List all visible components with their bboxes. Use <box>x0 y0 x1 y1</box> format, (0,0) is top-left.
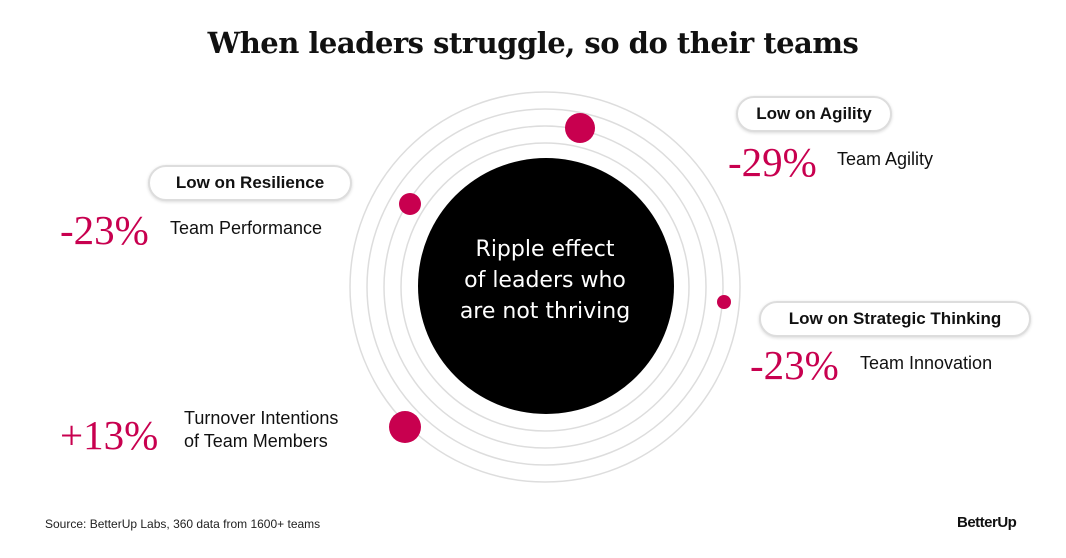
label-team-performance: Team Performance <box>170 218 323 238</box>
label-line: of Team Members <box>184 431 328 451</box>
pill-strategic-thinking: Low on Strategic Thinking <box>759 301 1031 337</box>
dot-turnover <box>389 411 421 443</box>
value-team-agility: -29% <box>728 139 817 185</box>
pill-resilience: Low on Resilience <box>148 165 352 201</box>
center-line: Ripple effect <box>475 237 615 262</box>
page-title: When leaders struggle, so do their teams <box>207 26 859 60</box>
label-turnover: Turnover Intentions of Team Members <box>184 407 338 453</box>
dot-resilience <box>399 193 421 215</box>
dot-agility <box>565 113 595 143</box>
pill-agility: Low on Agility <box>736 96 892 132</box>
value-turnover: +13% <box>60 412 159 458</box>
label-team-agility: Team Agility <box>837 149 934 169</box>
ring-inner <box>400 142 690 432</box>
center-text: Ripple effect of leaders who are not thr… <box>420 234 670 327</box>
center-line: are not thriving <box>459 299 631 324</box>
center-circle <box>418 158 674 414</box>
value-team-innovation: -23% <box>750 342 839 388</box>
betterup-logo: BetterUp <box>957 514 1017 531</box>
ring-2 <box>383 125 707 449</box>
value-team-performance: -23% <box>60 207 149 253</box>
center-line: of leaders who <box>464 268 626 293</box>
label-team-innovation: Team Innovation <box>860 353 993 373</box>
label-line: Turnover Intentions <box>184 408 339 428</box>
ring-3 <box>366 108 724 466</box>
dot-strategic <box>717 295 731 309</box>
source-note: Source: BetterUp Labs, 360 data from 160… <box>45 517 321 531</box>
ring-outer <box>349 91 741 483</box>
